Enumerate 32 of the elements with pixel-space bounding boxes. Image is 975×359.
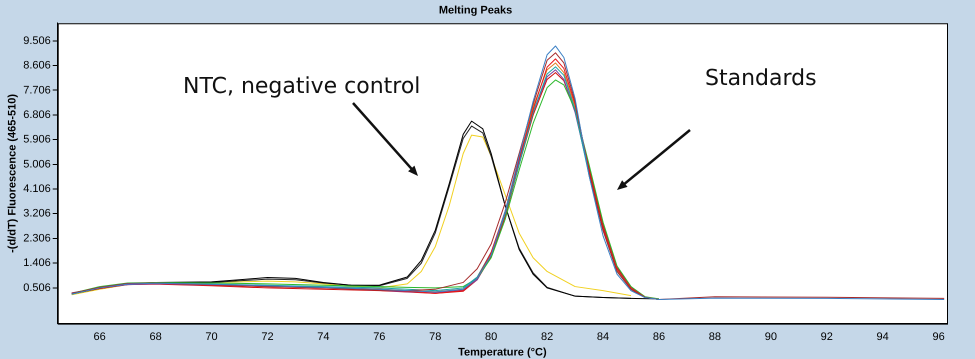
y-tick-label: 6.806: [23, 108, 51, 121]
y-tick-label: 8.606: [23, 60, 51, 72]
x-tick-label: 76: [373, 331, 386, 344]
y-tick-label: 2.306: [23, 232, 51, 244]
y-tick-label: 4.106: [23, 183, 51, 196]
y-tick-label: 0.506: [23, 282, 51, 294]
y-tick-label: 5.906: [23, 134, 51, 146]
x-tick-label: 72: [261, 331, 274, 344]
x-tick-label: 90: [764, 331, 777, 344]
chart-title: Melting Peaks: [438, 4, 512, 17]
y-tick-label: 7.706: [23, 84, 51, 96]
x-axis-title: Temperature (°C): [458, 346, 547, 358]
y-axis-title: -(d/dT) Fluorescence (465-510): [6, 94, 19, 253]
annotation: NTC, negative control: [183, 74, 420, 99]
y-tick-label: 9.506: [23, 34, 51, 47]
x-tick-label: 70: [205, 331, 218, 344]
x-tick-label: 80: [485, 331, 498, 344]
x-tick-label: 74: [317, 331, 330, 344]
x-tick-label: 94: [876, 331, 889, 344]
y-tick-label: 1.406: [23, 257, 51, 270]
y-tick-label: 3.206: [23, 208, 51, 220]
x-tick-label: 84: [596, 331, 610, 344]
x-tick-label: 78: [429, 331, 442, 344]
x-tick-label: 92: [820, 331, 833, 344]
x-tick-label: 66: [94, 331, 106, 344]
x-tick-label: 82: [540, 331, 554, 344]
x-tick-label: 86: [652, 331, 666, 344]
annotation: Standards: [705, 66, 817, 91]
x-tick-label: 96: [932, 331, 945, 344]
x-tick-label: 68: [149, 331, 162, 344]
y-tick-label: 5.006: [23, 158, 51, 170]
x-tick-label: 88: [708, 331, 722, 344]
